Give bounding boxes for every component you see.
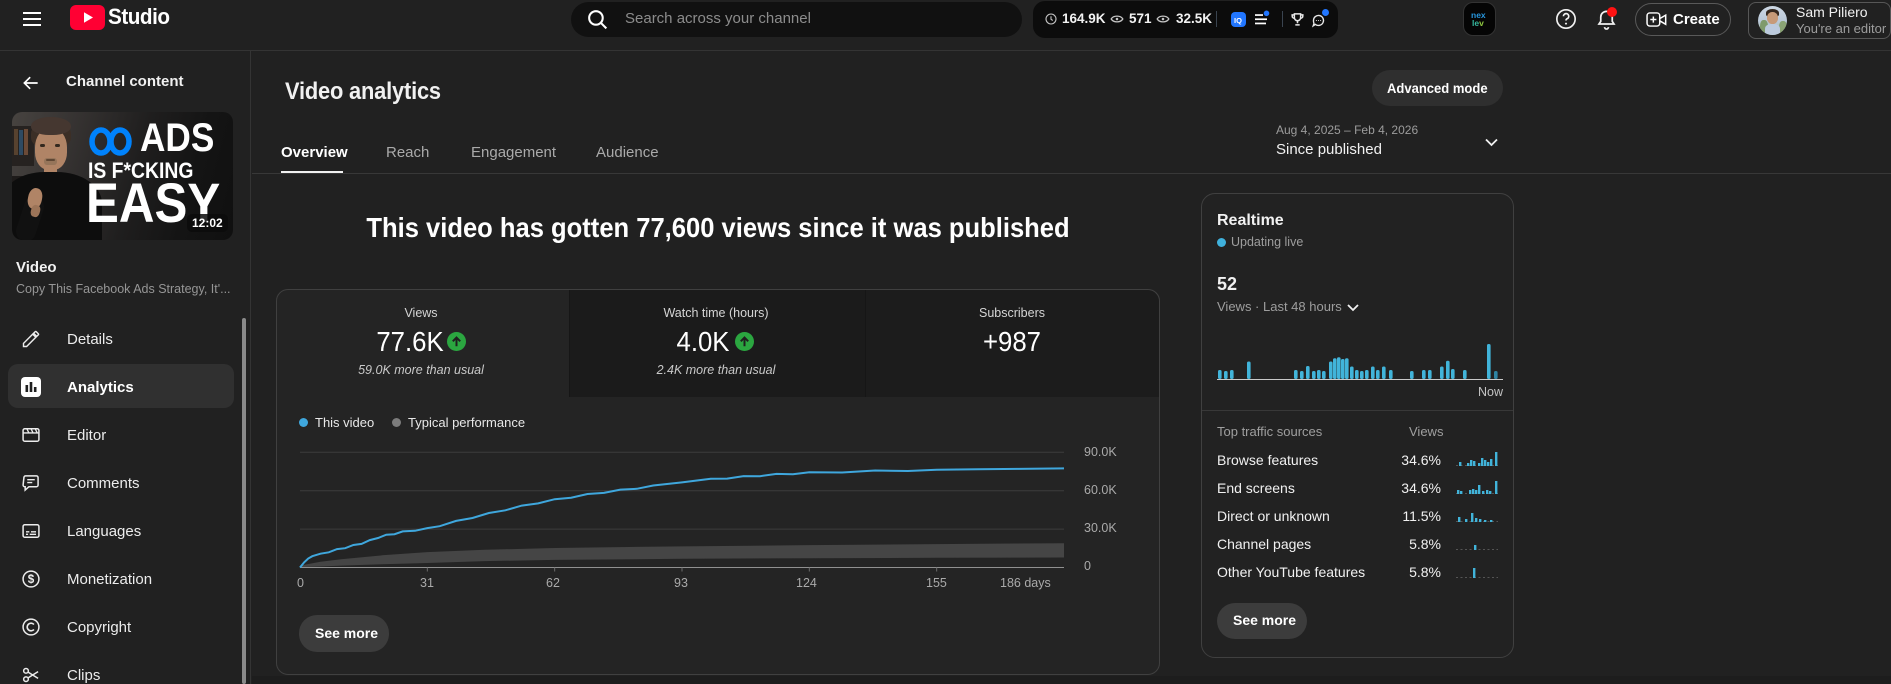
- svg-text:$: $: [28, 573, 35, 586]
